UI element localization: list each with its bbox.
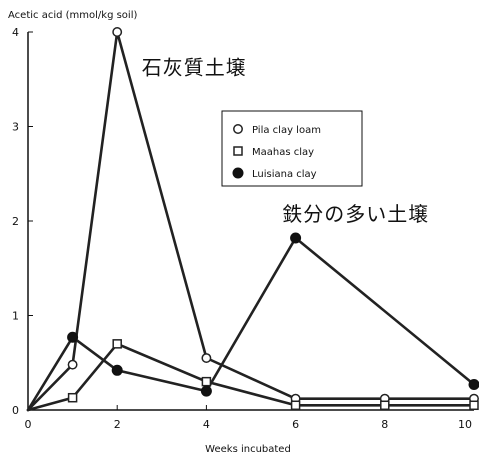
y-tick-label: 0 [12,404,19,417]
y-tick-label: 4 [12,26,19,39]
y-tick-label: 2 [12,215,19,228]
legend-label-pila-clay-loam: Pila clay loam [252,125,321,136]
data-point-maahas-clay [201,376,212,387]
data-point-maahas-clay [67,392,78,403]
data-point-pila-clay-loam [201,353,212,363]
x-tick-label: 6 [292,418,299,431]
legend-label-luisiana-clay: Luisiana clay [252,169,317,180]
data-point-pila-clay-loam [67,359,78,370]
annotation-label: 石灰質土壌 [142,56,247,80]
data-point-luisiana-clay [111,364,123,376]
data-point-luisiana-clay [468,378,479,390]
data-point-maahas-clay [469,400,479,411]
x-axis-title: Weeks incubated [205,444,291,455]
ticks: 0 2 4 6 8 10 0 1 2 3 4 [12,26,475,431]
y-axis-title: Acetic acid (mmol/kg soil) [8,10,137,21]
legend-marker-luisiana-clay [232,167,244,179]
x-tick-label: 0 [25,418,32,431]
data-point-luisiana-clay [67,331,79,343]
x-tick-label: 2 [114,418,121,431]
legend-marker-maahas-clay [233,146,243,156]
data-point-maahas-clay [290,400,301,411]
legend-box [221,110,363,187]
data-point-luisiana-clay [290,232,302,244]
data-point-maahas-clay [112,339,122,349]
y-tick-label: 3 [12,121,19,134]
data-points [67,27,479,411]
x-tick-label: 4 [203,418,210,431]
series-line-luisiana-clay [26,236,476,412]
legend: Pila clay loam Maahas clay Luisiana clay [221,110,363,187]
data-point-maahas-clay [380,400,390,411]
legend-label-maahas-clay: Maahas clay [252,147,314,158]
data-point-luisiana-clay [200,385,212,397]
x-tick-label: 10 [458,418,472,431]
y-tick-label: 1 [12,310,19,323]
annotation-label: 鉄分の多い土壌 [282,202,429,226]
x-tick-label: 8 [381,418,388,431]
data-point-pila-clay-loam [112,27,123,37]
legend-marker-pila-clay-loam [233,124,243,134]
